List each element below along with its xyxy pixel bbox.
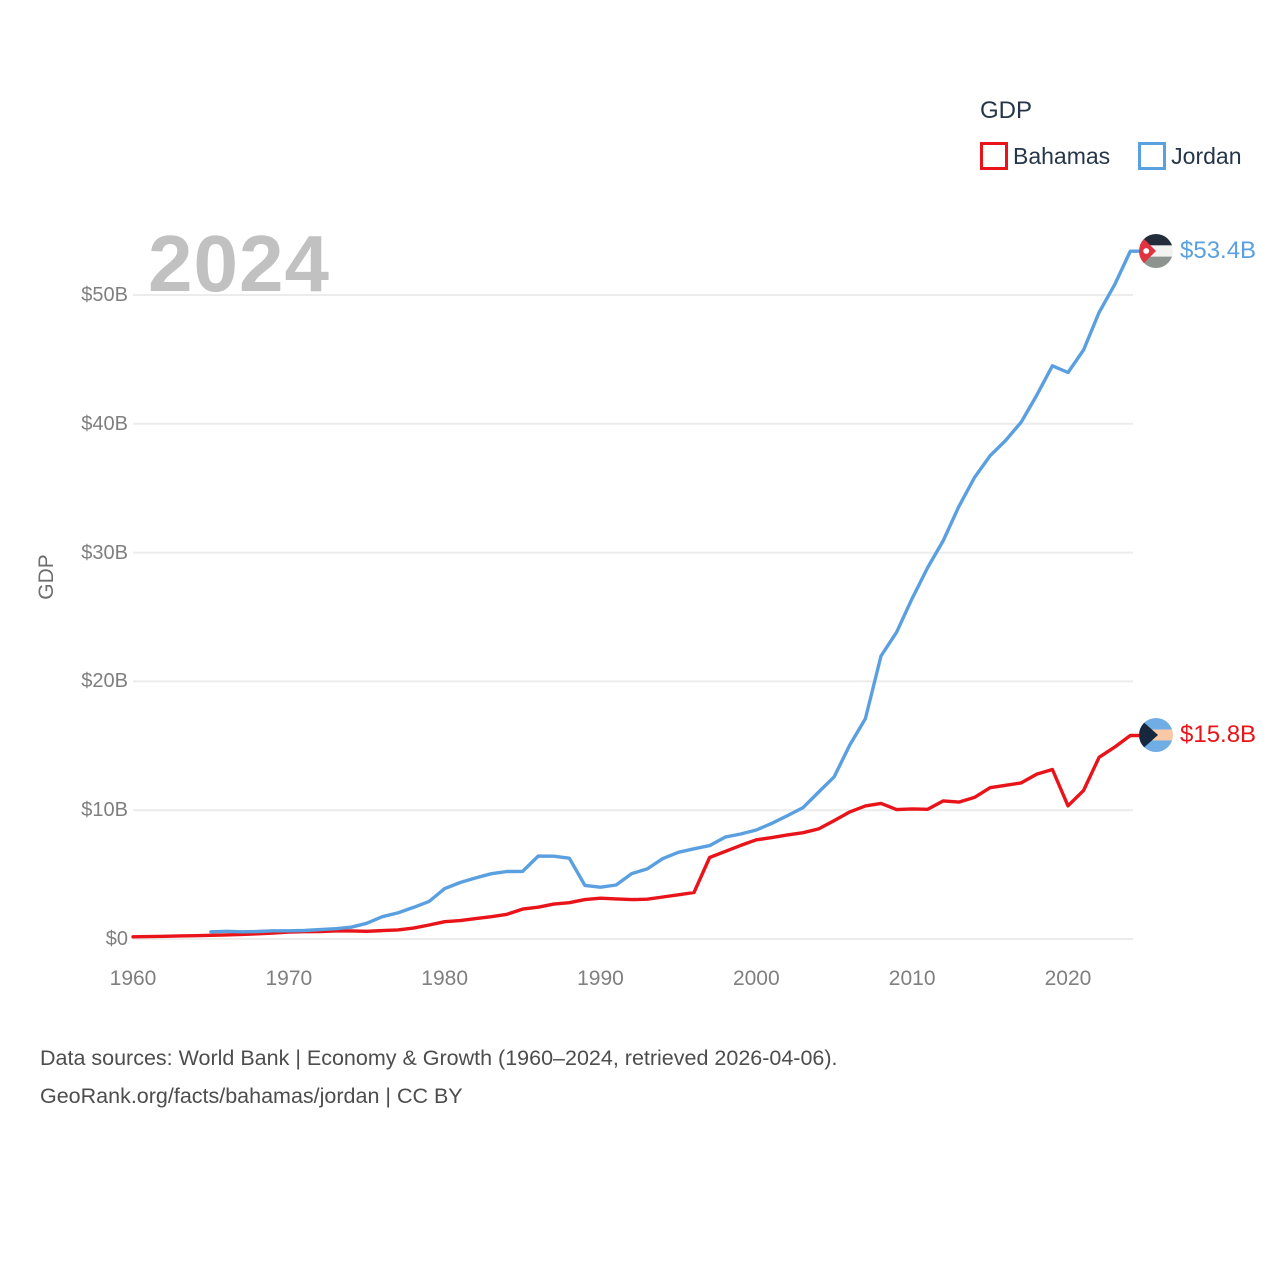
x-tick-label: 1960 [109,967,157,990]
legend-label-bahamas: Bahamas [1013,142,1111,169]
legend-row: Bahamas Jordan [980,142,1242,170]
attribution-link-text: GeoRank.org/facts/bahamas/jordan | CC BY [40,1084,463,1108]
x-tick-label: 1980 [421,967,469,990]
jordan-end-label: $53.4B [1139,234,1257,269]
jordan-flag-icon [1139,234,1173,269]
bahamas-end-value: $15.8B [1180,721,1257,749]
jordan-end-value: $53.4B [1180,237,1257,265]
bahamas-end-label: $15.8B [1139,718,1257,753]
bahamas-swatch-icon [980,142,1008,170]
legend-title: GDP [980,97,1033,124]
x-tick-label: 2010 [888,967,936,990]
legend-item-bahamas[interactable]: Bahamas [980,142,1110,170]
bahamas-line [131,733,1147,939]
bahamas-flag-icon [1139,718,1173,753]
x-tick-label: 2020 [1044,967,1092,990]
y-tick-label: $10B [81,799,128,822]
x-tick-label: 1970 [265,967,313,990]
legend-item-jordan[interactable]: Jordan [1138,142,1242,170]
jordan-line [209,249,1147,934]
jordan-swatch-icon [1138,142,1167,170]
legend-label-jordan: Jordan [1171,142,1242,169]
y-tick-label: $20B [81,670,128,693]
data-sources-text: Data sources: World Bank | Economy & Gro… [40,1046,838,1070]
y-tick-label: $40B [81,412,128,435]
year-watermark: 2024 [148,219,330,308]
x-tick-label: 1990 [577,967,624,990]
y-tick-label: $30B [81,541,128,564]
y-tick-label: $50B [81,284,128,306]
y-tick-label: $0 [105,928,128,950]
x-tick-label: 2000 [732,967,780,990]
legend: GDP Bahamas Jordan [980,97,1242,170]
